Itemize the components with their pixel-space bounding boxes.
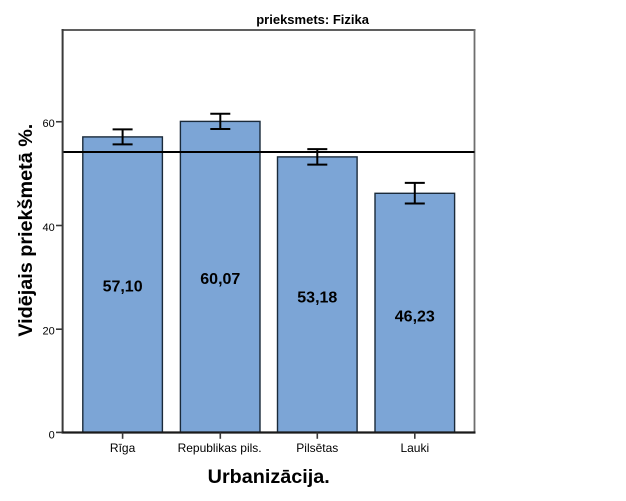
svg-text:0: 0	[49, 429, 55, 441]
svg-text:40: 40	[43, 222, 55, 234]
svg-text:57,10: 57,10	[103, 278, 143, 295]
svg-text:60: 60	[43, 118, 55, 130]
svg-text:Republikas pils.: Republikas pils.	[178, 441, 262, 455]
svg-text:20: 20	[43, 326, 55, 338]
svg-text:Vidējais priekšmetā %.: Vidējais priekšmetā %.	[15, 124, 37, 337]
svg-text:60,07: 60,07	[200, 271, 240, 288]
svg-text:Urbanizācija.: Urbanizācija.	[208, 466, 330, 488]
svg-text:53,18: 53,18	[297, 290, 337, 307]
svg-text:Pilsētas: Pilsētas	[296, 441, 338, 455]
svg-text:Rīga: Rīga	[110, 441, 136, 455]
svg-text:Lauki: Lauki	[400, 441, 429, 455]
svg-text:prieksmets: Fizika: prieksmets: Fizika	[256, 12, 369, 27]
svg-text:46,23: 46,23	[395, 309, 435, 326]
